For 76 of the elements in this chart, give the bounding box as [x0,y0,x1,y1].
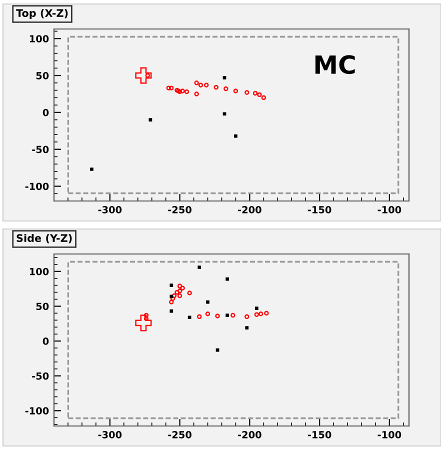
point [222,76,226,80]
x-tick-label: -100 [378,206,402,214]
point [226,277,229,281]
point [184,89,190,94]
point [264,310,269,316]
point [188,316,192,320]
y-tick-label: -50 [32,372,49,380]
annotation: MC [315,55,355,74]
y-tick-label: -50 [32,146,49,154]
point [230,312,236,318]
y-tick-label: -100 [25,407,49,415]
point [166,86,171,90]
point [174,290,180,295]
point [204,82,209,88]
point [214,84,218,90]
point [226,314,229,317]
y-tick-label: 100 [30,268,49,276]
x-tick-label: -150 [308,206,332,214]
y-tick-label: 100 [30,35,49,42]
point [216,348,220,352]
point [257,92,262,98]
point [198,82,204,88]
point [90,168,94,171]
point [172,293,177,298]
point [177,293,182,298]
point [194,80,199,86]
point [254,306,258,310]
point [234,134,238,138]
point [145,73,150,78]
y-tick-label: 0 [42,338,49,345]
point [205,312,210,316]
point [170,309,174,313]
y-tick-label: 0 [42,108,49,116]
point [148,118,152,122]
x-tick-label: -300 [98,206,122,214]
point [261,95,266,100]
point [180,88,185,94]
point [244,90,250,95]
x-tick-label: -200 [238,431,262,438]
point [196,314,202,320]
point [233,88,238,94]
point [254,312,260,317]
point [144,316,149,322]
y-tick-label: 50 [36,72,49,80]
point [198,266,202,269]
x-tick-label: -250 [168,431,192,438]
chart-title: Top (X-Z) [16,8,68,20]
point [170,296,176,301]
point [194,92,199,96]
x-tick-label: -150 [308,431,332,438]
point [170,294,174,298]
point [222,112,226,116]
x-tick-label: -100 [378,431,402,438]
y-tick-label: 50 [36,302,49,310]
point [170,284,174,288]
point [177,284,182,288]
point [180,286,185,290]
point [144,312,149,318]
point [135,314,152,332]
point [215,314,220,318]
point [252,90,258,96]
point [245,326,249,330]
x-tick-label: -250 [168,206,192,214]
x-tick-label: -300 [98,431,122,438]
chart-title: Side (Y-Z) [16,234,72,244]
point [177,288,182,294]
point [135,67,152,84]
point [169,300,174,304]
point [206,300,210,304]
point [244,314,250,320]
y-tick-label: -100 [25,182,49,190]
point [169,86,174,90]
x-tick-label: -200 [238,206,262,214]
point [224,86,228,92]
point [258,312,264,316]
point [187,290,192,296]
